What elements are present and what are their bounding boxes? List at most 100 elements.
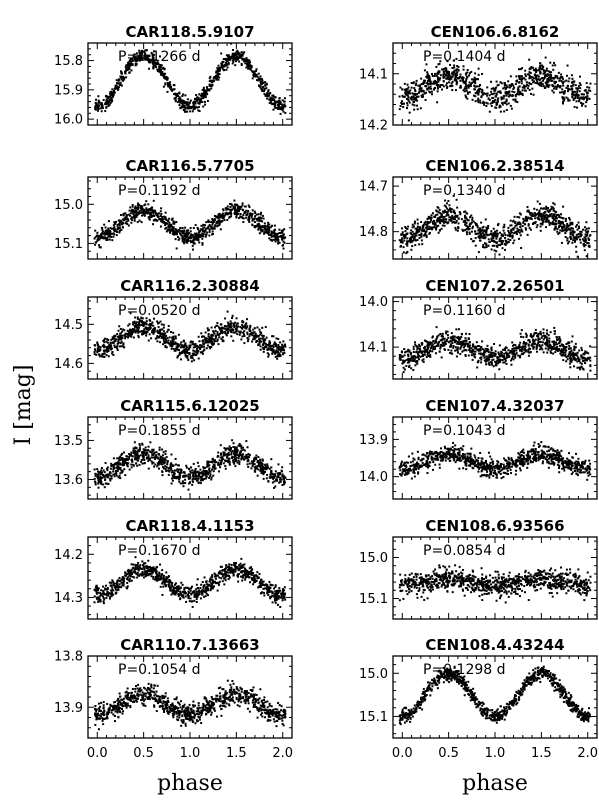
data-point: [413, 101, 416, 103]
data-point: [583, 89, 586, 92]
data-point: [481, 72, 484, 75]
data-point: [547, 80, 550, 83]
data-point: [166, 77, 169, 80]
data-point: [445, 210, 448, 213]
data-point: [105, 99, 108, 102]
data-point: [447, 209, 450, 211]
data-point: [186, 98, 189, 101]
data-point: [470, 237, 473, 240]
data-point: [219, 68, 222, 71]
data-point: [158, 336, 161, 339]
data-point: [163, 67, 166, 70]
data-point: [272, 345, 275, 348]
data-point: [573, 237, 576, 240]
data-point: [514, 100, 517, 103]
data-point: [572, 83, 575, 86]
data-point: [112, 337, 115, 340]
data-point: [178, 237, 181, 240]
data-point: [138, 56, 141, 59]
data-point: [493, 92, 496, 95]
data-point: [135, 56, 138, 59]
data-point: [186, 233, 189, 236]
data-point: [526, 210, 529, 213]
data-point: [544, 86, 547, 89]
data-point: [140, 221, 143, 224]
data-point: [264, 346, 267, 349]
data-point: [236, 57, 239, 60]
data-point: [494, 89, 497, 92]
data-point: [184, 352, 187, 355]
data-point: [224, 332, 227, 335]
data-point: [268, 223, 271, 226]
data-point: [216, 76, 219, 79]
data-point: [403, 82, 406, 85]
data-point: [539, 229, 542, 232]
data-point: [226, 218, 229, 221]
data-point: [500, 242, 503, 245]
data-point: [579, 101, 582, 104]
data-point: [205, 347, 208, 350]
data-point: [148, 318, 151, 321]
data-point: [486, 92, 489, 95]
data-point: [466, 219, 469, 222]
data-point: [262, 344, 265, 347]
data-point: [251, 209, 254, 212]
data-point: [558, 224, 561, 227]
data-point: [481, 232, 484, 235]
data-point: [583, 236, 586, 239]
data-point: [505, 84, 508, 87]
data-point: [141, 57, 144, 60]
data-point: [552, 68, 555, 71]
data-point: [175, 348, 178, 351]
data-point: [186, 103, 189, 106]
data-point: [546, 220, 549, 223]
data-point: [569, 229, 572, 232]
data-point: [275, 345, 278, 348]
data-point: [536, 80, 539, 83]
data-point: [401, 88, 404, 91]
data-point: [129, 57, 132, 60]
data-point: [267, 228, 270, 231]
data-point: [111, 94, 114, 97]
data-point: [127, 324, 130, 327]
data-point: [103, 349, 106, 352]
data-point: [118, 221, 121, 224]
data-point: [491, 93, 494, 96]
data-point: [584, 233, 587, 236]
data-point: [94, 243, 97, 246]
data-point: [407, 99, 410, 102]
data-point: [495, 250, 498, 253]
data-point: [539, 222, 542, 225]
data-point: [264, 326, 267, 329]
data-point: [145, 211, 148, 214]
data-point: [190, 236, 193, 239]
data-point: [421, 229, 424, 232]
data-point: [438, 218, 441, 221]
data-point: [278, 105, 281, 108]
data-point: [134, 324, 137, 327]
data-point: [478, 235, 481, 238]
data-point: [184, 106, 187, 109]
data-point: [582, 228, 585, 231]
data-point: [203, 231, 206, 234]
data-point: [97, 106, 100, 109]
data-point: [94, 229, 97, 232]
data-point: [202, 97, 205, 100]
data-point: [231, 62, 234, 65]
data-point: [555, 222, 558, 225]
data-point: [245, 213, 248, 216]
data-point: [104, 226, 107, 229]
data-point: [178, 353, 181, 356]
data-point: [461, 228, 464, 231]
data-point: [411, 223, 414, 226]
data-point: [221, 327, 224, 329]
data-point: [208, 84, 211, 87]
data-point: [184, 110, 187, 113]
data-point: [461, 76, 464, 79]
data-point: [197, 357, 200, 360]
data-point: [439, 212, 442, 215]
data-point: [225, 325, 228, 328]
data-point: [541, 64, 544, 67]
data-point: [279, 341, 282, 344]
data-point: [180, 345, 183, 348]
